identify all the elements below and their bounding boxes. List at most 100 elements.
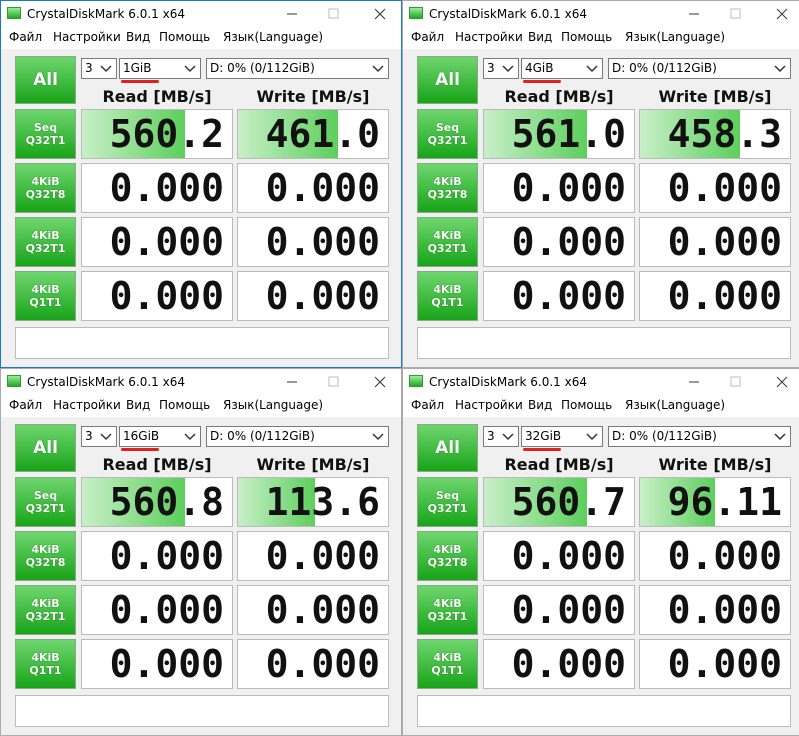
read-value: 0.000 [109,534,224,578]
test-label: Seq [435,489,460,502]
test-button[interactable]: 4KiB Q1T1 [417,271,478,321]
read-header: Read [MB/s] [102,87,212,106]
all-button[interactable]: All [417,424,478,472]
test-button[interactable]: 4KiB Q1T1 [15,639,76,689]
test-label: Q32T1 [25,242,66,255]
write-cell: 0.000 [237,585,389,635]
count-select[interactable]: 3 [483,426,519,447]
app-window: CrystalDiskMark 6.0.1 x64 Файл Настройки Ви… [402,0,799,368]
write-value: 0.000 [667,166,782,210]
menu-item[interactable]: Вид [528,30,553,44]
test-label: 4KiB [31,283,60,296]
menu-item[interactable]: Язык(Language) [625,30,726,44]
test-button[interactable]: Seq Q32T1 [417,477,478,527]
test-button[interactable]: 4KiB Q1T1 [417,639,478,689]
write-cell: 0.000 [237,531,389,581]
size-select[interactable]: 4GiB [521,58,603,79]
menu-item[interactable]: Помощь [561,30,613,44]
test-label: Q1T1 [431,296,464,309]
score-bar [484,478,588,526]
read-cell: 0.000 [483,531,635,581]
write-value: 96.11 [667,480,782,524]
menu-item[interactable]: Настройки [53,30,121,44]
all-button[interactable]: All [417,56,478,104]
test-button[interactable]: 4KiB Q1T1 [15,271,76,321]
test-button[interactable]: 4KiB Q32T8 [417,531,478,581]
drive-select[interactable]: D: 0% (0/112GiB) [206,426,389,447]
app-icon [7,7,21,19]
score-bar [238,478,316,526]
menu-item[interactable]: Помощь [159,398,211,412]
read-value: 0.000 [511,642,626,686]
app-icon [7,375,21,387]
test-label: Q32T1 [427,610,468,623]
test-button[interactable]: 4KiB Q32T8 [417,163,478,213]
test-button[interactable]: Seq Q32T1 [15,109,76,159]
test-label: Q32T8 [427,188,468,201]
test-button[interactable]: 4KiB Q32T1 [15,217,76,267]
write-value: 0.000 [265,588,380,632]
score-bar [640,478,715,526]
write-value: 461.0 [265,112,380,156]
menu-item[interactable]: Вид [528,398,553,412]
count-select[interactable]: 3 [81,58,117,79]
read-value: 0.000 [109,274,224,318]
menu-item[interactable]: Файл [411,398,445,412]
score-bar [484,110,588,158]
test-button[interactable]: Seq Q32T1 [417,109,478,159]
test-label: 4KiB [433,651,462,664]
status-box [15,327,389,359]
menu-item[interactable]: Файл [9,398,43,412]
menu-item[interactable]: Вид [126,30,151,44]
write-cell: 0.000 [237,271,389,321]
read-value: 0.000 [109,588,224,632]
write-value: 0.000 [667,274,782,318]
drive-select[interactable]: D: 0% (0/112GiB) [608,426,791,447]
all-button[interactable]: All [15,56,76,104]
test-button[interactable]: 4KiB Q32T1 [15,585,76,635]
read-cell: 0.000 [483,217,635,267]
menu-item[interactable]: Настройки [53,398,121,412]
menu-item[interactable]: Вид [126,398,151,412]
write-cell: 113.6 [237,477,389,527]
size-select[interactable]: 16GiB [119,426,201,447]
test-button[interactable]: 4KiB Q32T1 [417,585,478,635]
menu-item[interactable]: Настройки [455,30,523,44]
menu-item[interactable]: Файл [9,30,43,44]
test-button[interactable]: 4KiB Q32T1 [417,217,478,267]
status-box [15,695,389,727]
read-cell: 560.7 [483,477,635,527]
highlight-underline [121,80,159,83]
menu-item[interactable]: Помощь [561,398,613,412]
read-value: 0.000 [109,166,224,210]
test-label: Seq [33,121,58,134]
count-select[interactable]: 3 [81,426,117,447]
count-select[interactable]: 3 [483,58,519,79]
read-value: 0.000 [511,274,626,318]
menu-item[interactable]: Помощь [159,30,211,44]
window-controls [283,373,393,391]
test-button[interactable]: Seq Q32T1 [15,477,76,527]
test-button[interactable]: 4KiB Q32T8 [15,163,76,213]
menu-item[interactable]: Файл [411,30,445,44]
all-button[interactable]: All [15,424,76,472]
write-value: 0.000 [667,588,782,632]
read-cell: 561.0 [483,109,635,159]
drive-select[interactable]: D: 0% (0/112GiB) [608,58,791,79]
test-button[interactable]: 4KiB Q32T8 [15,531,76,581]
menu-item[interactable]: Язык(Language) [223,398,324,412]
menu-item[interactable]: Язык(Language) [223,30,324,44]
size-select[interactable]: 1GiB [119,58,201,79]
read-value: 561.0 [511,112,626,156]
read-value: 560.8 [109,480,224,524]
read-value: 0.000 [511,166,626,210]
menu-item[interactable]: Язык(Language) [625,398,726,412]
read-value: 0.000 [511,534,626,578]
read-value: 0.000 [511,220,626,264]
status-box [417,327,791,359]
test-label: Q32T1 [427,134,468,147]
menu-item[interactable]: Настройки [455,398,523,412]
size-select[interactable]: 32GiB [521,426,603,447]
drive-select[interactable]: D: 0% (0/112GiB) [206,58,389,79]
